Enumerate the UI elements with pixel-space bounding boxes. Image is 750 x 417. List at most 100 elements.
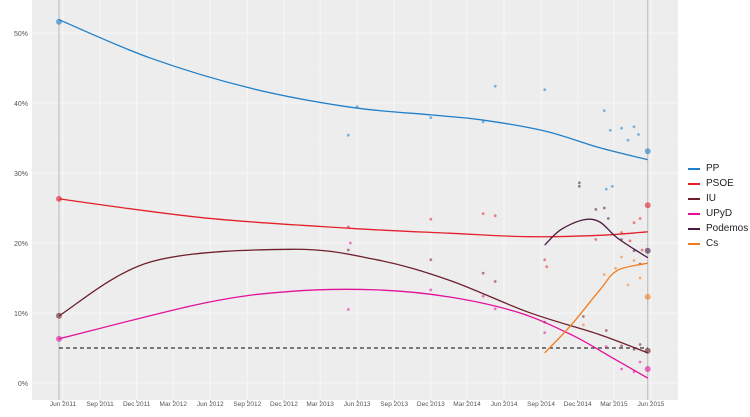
legend-swatch [688, 197, 700, 200]
x-tick-label: Mar 2012 [160, 401, 188, 408]
poll-point-psoe [628, 239, 632, 243]
poll-point-pp [602, 109, 606, 113]
legend-item-cs[interactable]: Cs [688, 236, 748, 251]
poll-point-iu [632, 348, 636, 351]
plot-background [32, 0, 678, 400]
poll-point-psoe [640, 248, 644, 252]
legend-swatch [688, 242, 700, 245]
poll-point-pp [543, 88, 547, 92]
poll-point-pp [346, 133, 350, 137]
poll-point-pp [493, 84, 497, 88]
election-result-pp [55, 18, 62, 25]
x-tick-label: Mar 2014 [453, 401, 481, 408]
legend-swatch [688, 167, 700, 170]
poll-point-psoe [545, 265, 549, 269]
poll-point-podemos [602, 206, 606, 210]
poll-point-upyd [429, 288, 433, 292]
election-result-pp [644, 148, 651, 155]
legend-item-psoe[interactable]: PSOE [688, 176, 748, 191]
poll-point-iu [604, 329, 608, 332]
poll-point-iu [346, 248, 350, 252]
poll-point-pp [481, 120, 485, 124]
poll-point-cs [602, 273, 606, 276]
poll-point-upyd [481, 294, 485, 298]
legend-item-iu[interactable]: IU [688, 191, 748, 206]
poll-point-pp [626, 138, 630, 142]
poll-point-cs [581, 323, 585, 327]
poll-point-upyd [543, 331, 547, 334]
poll-point-pp [610, 184, 614, 188]
x-tick-label: Sep 2011 [86, 401, 114, 408]
legend-swatch [688, 227, 700, 230]
poll-point-upyd [346, 308, 350, 311]
y-tick-label: 40% [14, 101, 28, 108]
poll-point-pp [355, 105, 359, 108]
poll-point-psoe [481, 212, 485, 216]
y-tick-label: 10% [14, 311, 28, 318]
poll-point-pp [429, 116, 433, 120]
poll-point-podemos [577, 184, 581, 188]
election-result-iu [55, 312, 62, 319]
election-result-psoe [644, 202, 651, 209]
trend-line-podemos [544, 218, 649, 259]
election-result-podemos [644, 247, 651, 254]
poll-point-upyd [638, 360, 642, 364]
poll-point-psoe [594, 238, 598, 241]
y-tick-label: 0% [18, 381, 28, 388]
legend: PP PSOE IU UPyD Podemos Cs [688, 161, 748, 251]
poll-point-iu [493, 280, 497, 283]
chart-marks [55, 18, 651, 379]
x-tick-label: Sep 2014 [527, 401, 555, 408]
poll-point-podemos [577, 181, 581, 185]
poll-point-iu [429, 258, 433, 262]
poll-point-iu [481, 271, 485, 275]
poll-point-cs [638, 276, 642, 280]
trend-line-pp [58, 19, 648, 161]
poll-point-pp [632, 125, 636, 129]
poll-point-pp [637, 133, 640, 136]
x-tick-label: Mar 2015 [600, 401, 628, 408]
poll-point-psoe [638, 217, 642, 220]
legend-item-podemos[interactable]: Podemos [688, 221, 748, 236]
poll-point-upyd [493, 307, 497, 311]
x-tick-label: Jun 2012 [197, 401, 224, 408]
poll-point-iu [581, 315, 585, 318]
axes: 0% 10% 20% 30% 40% 50% Jun 2011 Sep 2011 Dec 201… [14, 31, 665, 408]
poll-point-cs [626, 283, 630, 287]
election-result-psoe [55, 195, 62, 202]
x-tick-label: Dec 2014 [564, 401, 592, 408]
trend-line-cs [544, 262, 648, 354]
legend-label: PSOE [706, 178, 734, 189]
legend-swatch [688, 182, 700, 185]
x-tick-label: Jun 2014 [491, 401, 518, 408]
legend-item-upyd[interactable]: UPyD [688, 206, 748, 221]
legend-label: Podemos [706, 223, 749, 234]
trend-line-psoe [58, 198, 648, 238]
poll-point-pp [620, 126, 623, 130]
poll-point-cs [620, 255, 623, 259]
y-tick-label: 50% [14, 31, 28, 38]
poll-point-pp [604, 187, 608, 191]
y-tick-label: 30% [14, 171, 28, 178]
x-tick-label: Dec 2013 [417, 401, 445, 408]
x-tick-label: Sep 2013 [380, 401, 408, 408]
poll-point-pp [608, 128, 612, 132]
poll-point-upyd [604, 345, 608, 348]
trend-line-upyd [58, 288, 649, 379]
legend-item-pp[interactable]: PP [688, 161, 748, 176]
legend-label: UPyD [706, 208, 733, 219]
poll-point-cs [632, 259, 636, 262]
x-tick-label: Jun 2015 [638, 401, 665, 408]
trend-line-iu [58, 248, 648, 354]
election-result-cs [644, 293, 651, 300]
poll-point-psoe [429, 217, 433, 221]
election-result-upyd [55, 335, 62, 342]
x-tick-label: Jun 2013 [344, 401, 371, 408]
election-result-iu [644, 347, 651, 354]
legend-label: Cs [706, 238, 719, 249]
poll-point-cs [614, 266, 617, 270]
x-tick-label: Dec 2012 [270, 401, 298, 408]
election-result-upyd [644, 366, 651, 372]
poll-point-upyd [620, 367, 623, 371]
